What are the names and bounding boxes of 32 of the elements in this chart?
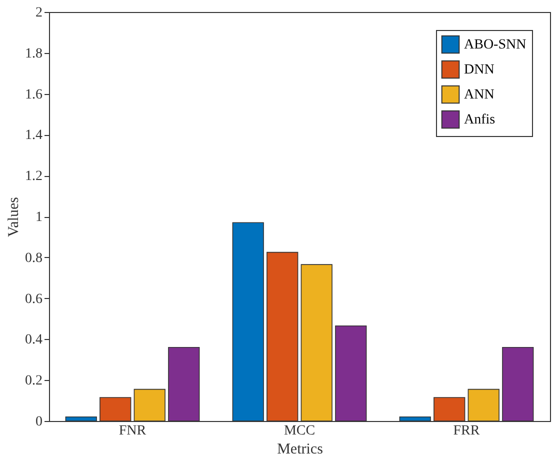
bar — [232, 222, 264, 422]
legend-label: ABO-SNN — [464, 38, 526, 52]
bar — [335, 326, 367, 422]
x-axis-title: Metrics — [277, 442, 324, 458]
bar — [502, 346, 534, 422]
legend-label: DNN — [464, 62, 494, 78]
bar — [134, 388, 166, 422]
bar — [100, 397, 132, 422]
y-tick-label: 2 — [36, 6, 42, 20]
x-tick-label: FRR — [453, 424, 480, 438]
y-tick-label: 0.4 — [25, 332, 42, 348]
bar — [468, 388, 500, 422]
x-tick-label: FNR — [118, 424, 147, 438]
y-tick-label: 0.2 — [25, 374, 42, 389]
legend-label: Anfis — [464, 112, 496, 128]
bar — [168, 346, 200, 422]
y-tick-label: 1.2 — [25, 169, 42, 184]
bar — [65, 416, 97, 422]
x-tick-label: MCC — [284, 424, 316, 438]
bar — [434, 397, 466, 422]
legend-label: ANN — [464, 88, 494, 102]
y-tick-label: 0.6 — [25, 292, 42, 307]
y-axis-title: Values — [6, 196, 22, 237]
bar — [300, 264, 332, 422]
y-tick-label: 1 — [36, 210, 42, 225]
bar — [266, 252, 298, 422]
y-tick-label: 0 — [36, 414, 42, 430]
y-tick-label: 1.4 — [25, 128, 42, 144]
y-tick-label: 1.6 — [25, 87, 42, 102]
bar — [399, 416, 431, 422]
y-tick-label: 0.8 — [25, 250, 42, 266]
y-tick-label: 1.8 — [25, 46, 42, 62]
